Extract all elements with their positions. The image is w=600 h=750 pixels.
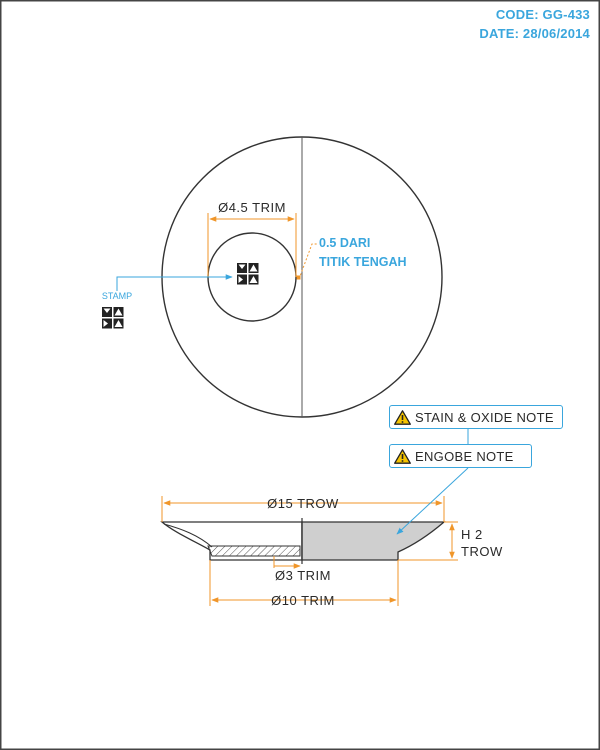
section-right-half [301, 521, 446, 561]
section-left-inner-curve [163, 523, 213, 548]
warning-icon [394, 448, 411, 464]
stain-oxide-note-label: STAIN & OXIDE NOTE [415, 409, 554, 425]
base-diameter-label: Ø10 TRIM [271, 593, 335, 608]
drawing-code: CODE: GG-433 [495, 7, 590, 22]
stamp-mark-icon [237, 263, 259, 285]
stamp-leader [116, 274, 233, 291]
engobe-note-leader [396, 467, 469, 535]
stain-oxide-note[interactable]: STAIN & OXIDE NOTE [389, 405, 563, 429]
stamp-legend-icon [102, 307, 124, 329]
outer-diameter-label: Ø15 TROW [267, 496, 339, 511]
inner-diameter-label: Ø4.5 TRIM [218, 200, 286, 215]
engobe-note-label: ENGOBE NOTE [415, 448, 514, 464]
stamp-label: STAMP [102, 291, 132, 301]
offset-mark [296, 275, 301, 280]
engobe-note[interactable]: ENGOBE NOTE [389, 444, 532, 468]
height-label-line2: TROW [461, 544, 503, 559]
offset-note-leader [298, 243, 318, 280]
foot-diameter-label: Ø3 TRIM [275, 568, 331, 583]
warning-icon [394, 409, 411, 425]
offset-note-line2: TITIK TENGAH [319, 255, 407, 269]
height-label-line1: H 2 [461, 527, 483, 542]
drawing-date: DATE: 28/06/2014 [479, 26, 590, 41]
section-cut-hatch [207, 545, 301, 557]
offset-note-line1: 0.5 DARI [319, 236, 370, 250]
